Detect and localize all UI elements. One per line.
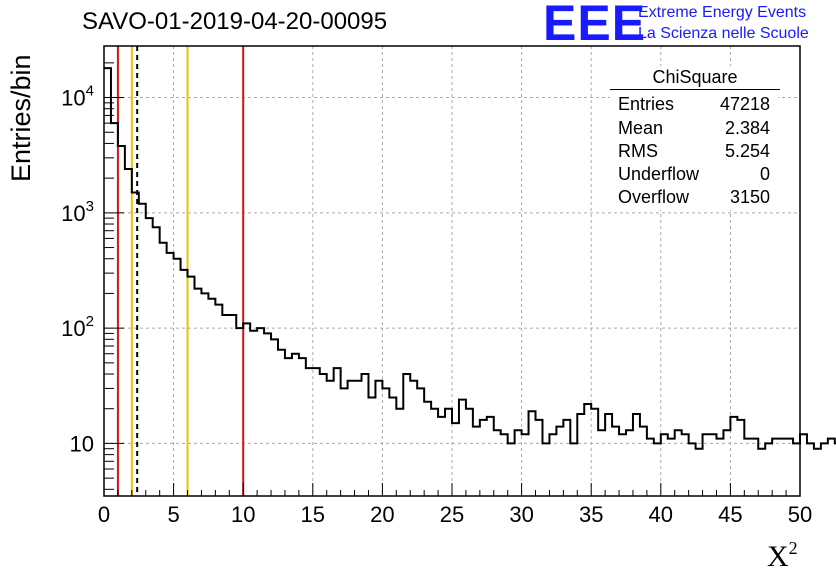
y-axis-label: Entries/bin xyxy=(6,54,36,182)
stats-label: Underflow xyxy=(618,164,700,185)
stats-value: 5.254 xyxy=(724,140,770,161)
stats-label: Overflow xyxy=(618,187,690,208)
plot-title: SAVO-01-2019-04-20-00095 xyxy=(82,8,388,35)
x-tick-label: 20 xyxy=(370,502,394,527)
x-tick-label: 40 xyxy=(649,502,673,527)
axes xyxy=(103,45,801,497)
stats-value: 2.384 xyxy=(724,117,770,138)
x-tick-label: 50 xyxy=(788,502,812,527)
y-tick-label: 104 xyxy=(61,83,94,111)
stats-row: RMS 5.254 xyxy=(610,140,778,163)
x-tick-label: 30 xyxy=(509,502,533,527)
logo-line-1: Extreme Energy Events xyxy=(638,4,807,21)
stats-value: 0 xyxy=(759,164,770,185)
x-tick-label: 10 xyxy=(231,502,255,527)
x-axis-label: X2 xyxy=(767,538,798,572)
stats-row: Mean 2.384 xyxy=(610,117,778,140)
x-tick-label: 45 xyxy=(718,502,742,527)
logo-line-2: La Scienza nelle Scuole xyxy=(638,25,809,42)
stats-value: 47218 xyxy=(719,94,770,115)
y-tick-label: 102 xyxy=(61,313,94,341)
stats-box: ChiSquare Entries 47218 Mean 2.384 RMS 5.254 U… xyxy=(610,66,780,210)
stats-title: ChiSquare xyxy=(610,66,780,91)
histogram-line xyxy=(104,67,836,450)
logo-mark: EEE xyxy=(543,0,647,51)
stats-row: Overflow 3150 xyxy=(610,186,778,209)
x-tick-label: 5 xyxy=(167,502,179,527)
x-tick-label: 25 xyxy=(440,502,464,527)
stats-label: Mean xyxy=(618,117,664,138)
stats-row: Entries 47218 xyxy=(610,93,778,116)
x-tick-labels: 0 5 10 15 20 25 30 35 40 45 50 xyxy=(98,502,812,527)
y-tick-label: 10 xyxy=(70,431,94,456)
y-tick-labels: 10 102 103 104 xyxy=(61,83,94,457)
y-tick-label: 103 xyxy=(61,198,94,226)
marker-lines xyxy=(116,46,245,496)
stats-label: RMS xyxy=(618,140,658,161)
x-tick-label: 15 xyxy=(301,502,325,527)
stats-value: 3150 xyxy=(729,187,770,208)
x-tick-label: 35 xyxy=(579,502,603,527)
x-tick-label: 0 xyxy=(98,502,110,527)
stats-label: Entries xyxy=(618,94,675,115)
stats-row: Underflow 0 xyxy=(610,163,778,186)
